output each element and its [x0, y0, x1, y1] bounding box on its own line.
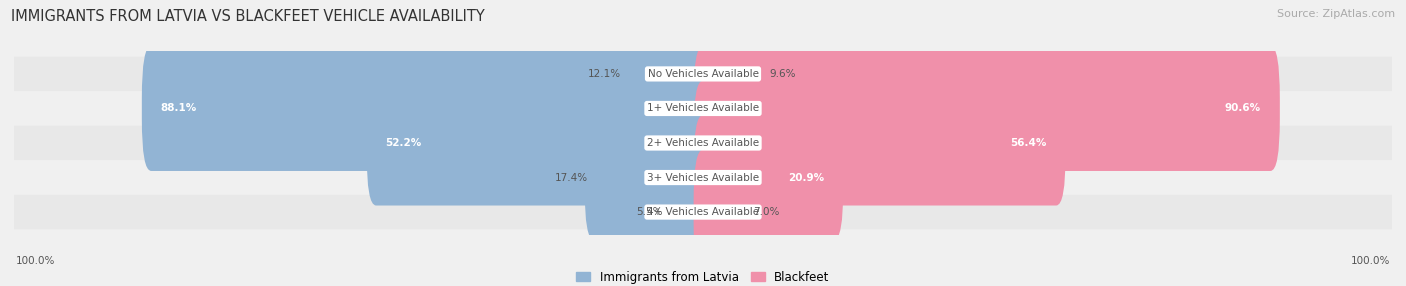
Text: 17.4%: 17.4% [554, 172, 588, 182]
FancyBboxPatch shape [693, 11, 772, 136]
FancyBboxPatch shape [659, 150, 713, 275]
Text: 9.6%: 9.6% [769, 69, 796, 79]
Text: 52.2%: 52.2% [385, 138, 422, 148]
Text: 12.1%: 12.1% [588, 69, 621, 79]
Text: 4+ Vehicles Available: 4+ Vehicles Available [647, 207, 759, 217]
FancyBboxPatch shape [14, 91, 1392, 126]
FancyBboxPatch shape [14, 57, 1392, 91]
Text: 100.0%: 100.0% [15, 257, 55, 267]
FancyBboxPatch shape [14, 160, 1392, 195]
Text: 5.5%: 5.5% [636, 207, 662, 217]
FancyBboxPatch shape [367, 80, 713, 206]
FancyBboxPatch shape [693, 150, 756, 275]
Text: 90.6%: 90.6% [1225, 104, 1261, 114]
Text: 100.0%: 100.0% [1351, 257, 1391, 267]
Text: 7.0%: 7.0% [754, 207, 779, 217]
Text: 88.1%: 88.1% [160, 104, 197, 114]
Text: IMMIGRANTS FROM LATVIA VS BLACKFEET VEHICLE AVAILABILITY: IMMIGRANTS FROM LATVIA VS BLACKFEET VEHI… [11, 9, 485, 23]
FancyBboxPatch shape [693, 115, 844, 240]
Legend: Immigrants from Latvia, Blackfeet: Immigrants from Latvia, Blackfeet [576, 271, 830, 283]
Text: 56.4%: 56.4% [1011, 138, 1047, 148]
Text: 20.9%: 20.9% [789, 172, 824, 182]
FancyBboxPatch shape [693, 46, 1279, 171]
FancyBboxPatch shape [142, 46, 713, 171]
Text: No Vehicles Available: No Vehicles Available [648, 69, 758, 79]
FancyBboxPatch shape [585, 115, 713, 240]
Text: 2+ Vehicles Available: 2+ Vehicles Available [647, 138, 759, 148]
FancyBboxPatch shape [693, 80, 1066, 206]
Text: 1+ Vehicles Available: 1+ Vehicles Available [647, 104, 759, 114]
FancyBboxPatch shape [14, 195, 1392, 229]
Text: 3+ Vehicles Available: 3+ Vehicles Available [647, 172, 759, 182]
FancyBboxPatch shape [617, 11, 713, 136]
Text: Source: ZipAtlas.com: Source: ZipAtlas.com [1277, 9, 1395, 19]
FancyBboxPatch shape [14, 126, 1392, 160]
